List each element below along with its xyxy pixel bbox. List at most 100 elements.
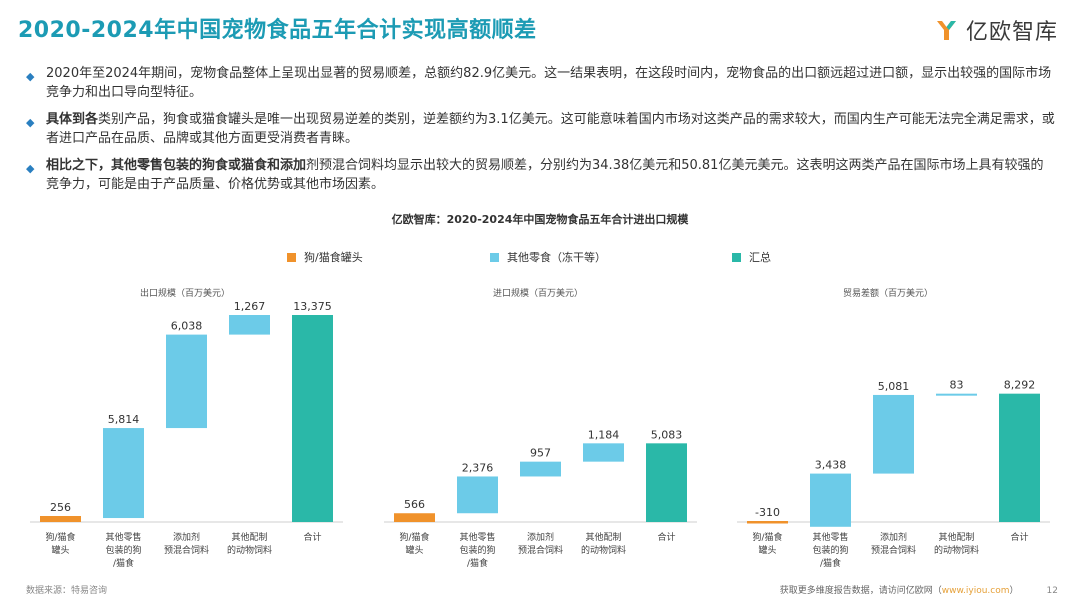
chart-subtitle: 进口规模（百万美元） (493, 287, 583, 299)
category-label-line: 其他配制 (585, 531, 621, 543)
category-label: 合计 (1010, 531, 1028, 543)
category-label: 合计 (303, 531, 321, 543)
legend-swatch (732, 252, 741, 262)
footer-note: 获取更多维度报告数据，请访问亿欧网（www.iyiou.com） 12 (780, 583, 1058, 596)
data-label: 6,038 (171, 320, 203, 333)
diamond-icon: ◆ (26, 116, 35, 129)
category-label-line: 添加剂 (173, 531, 200, 543)
category-label: 其他零售包装的狗/猫食 (105, 531, 141, 569)
category-label-line: 其他零售 (812, 531, 848, 543)
category-label-line: 罐头 (758, 544, 776, 556)
bullet-text: 剂预混合饲料均显示出较大的贸易顺差，分别约为34.38亿美元和50.81亿美元美… (46, 158, 1044, 192)
data-label: 83 (950, 379, 964, 392)
logo-mark-icon (936, 21, 956, 40)
legend-item-total: 汇总 (732, 249, 771, 265)
category-label: 狗/猫食罐头 (45, 531, 75, 556)
footer-link[interactable]: www.iyiou.com (941, 586, 1010, 596)
waterfall-bar (229, 315, 270, 335)
category-label-line: 预混合饲料 (518, 544, 563, 556)
chart-legend: 狗/猫食罐头 其他零食（冻干等） 汇总 (0, 249, 1080, 265)
data-label: 5,083 (651, 428, 683, 441)
category-label-line: /猫食 (820, 557, 841, 569)
category-label-line: 的动物饲料 (581, 544, 626, 556)
category-label-line: 其他零售 (459, 531, 495, 543)
diamond-icon: ◆ (26, 70, 35, 83)
waterfall-bar (457, 476, 498, 514)
category-label: 添加剂预混合饲料 (164, 531, 209, 556)
category-label-line: /猫食 (113, 557, 134, 569)
waterfall-bar (747, 521, 788, 524)
category-label-line: 预混合饲料 (164, 544, 209, 556)
category-label-line: 合计 (657, 531, 675, 543)
waterfall-bar (292, 315, 333, 522)
waterfall-bar (103, 428, 144, 519)
category-label-line: 合计 (303, 531, 321, 543)
category-label-line: 罐头 (405, 544, 423, 556)
bullet-list: ◆ 2020年至2024年期间，宠物食品整体上呈现出显著的贸易顺差，总额约82.… (26, 64, 1056, 202)
legend-label: 汇总 (749, 251, 771, 264)
waterfall-bar (810, 473, 851, 527)
category-label: 添加剂预混合饲料 (871, 531, 916, 556)
category-label: 狗/猫食罐头 (752, 531, 782, 556)
diamond-icon: ◆ (26, 162, 35, 175)
category-label-line: /猫食 (467, 557, 488, 569)
data-label: 1,267 (234, 300, 266, 313)
category-label-line: 狗/猫食 (752, 531, 782, 543)
legend-label: 其他零食（冻干等） (507, 251, 606, 264)
data-label: 256 (50, 501, 71, 514)
legend-swatch (287, 252, 296, 262)
bullet-item: ◆ 相比之下，其他零售包装的狗食或猫食和添加剂预混合饲料均显示出较大的贸易顺差，… (26, 156, 1056, 194)
category-label-line: 罐头 (51, 544, 69, 556)
data-label: 566 (404, 498, 425, 511)
waterfall-bar (646, 443, 687, 522)
category-label-line: 预混合饲料 (871, 544, 916, 556)
category-label-line: 其他零售 (105, 531, 141, 543)
data-label: -310 (755, 506, 780, 519)
category-label-line: 狗/猫食 (399, 531, 429, 543)
legend-item-canned: 狗/猫食罐头 (287, 249, 363, 265)
category-label-line: 包装的狗 (459, 544, 495, 556)
bullet-lead: 相比之下，其他零售包装的狗食或猫食和添加 (46, 158, 307, 173)
category-label: 其他配制的动物饲料 (934, 531, 979, 556)
bullet-text: 2020年至2024年期间，宠物食品整体上呈现出显著的贸易顺差，总额约82.9亿… (46, 66, 1052, 100)
category-label: 其他零售包装的狗/猫食 (812, 531, 848, 569)
chart-subtitle: 贸易差额（百万美元） (843, 287, 933, 299)
category-label-line: 添加剂 (527, 531, 554, 543)
data-label: 8,292 (1004, 379, 1036, 392)
footer-more: 获取更多维度报告数据，请访问亿欧网（ (779, 586, 942, 596)
category-label-line: 的动物饲料 (934, 544, 979, 556)
category-label-line: 包装的狗 (105, 544, 141, 556)
legend-label: 狗/猫食罐头 (304, 251, 363, 264)
category-label: 合计 (657, 531, 675, 543)
waterfall-bar (40, 516, 81, 522)
bullet-item: ◆ 具体到各类别产品，狗食或猫食罐头是唯一出现贸易逆差的类别，逆差额约为3.1亿… (26, 110, 1056, 148)
category-label-line: 合计 (1010, 531, 1028, 543)
category-label-line: 狗/猫食 (45, 531, 75, 543)
waterfall-bar (873, 394, 914, 474)
waterfall-bar (936, 393, 977, 396)
footer-close: ） (1009, 586, 1019, 596)
waterfall-bar (394, 513, 435, 522)
bullet-lead: 具体到各 (46, 112, 99, 127)
waterfall-bar (583, 443, 624, 462)
category-label: 狗/猫食罐头 (399, 531, 429, 556)
category-label: 添加剂预混合饲料 (518, 531, 563, 556)
data-label: 13,375 (293, 300, 332, 313)
chart-title: 亿欧智库：2020-2024年中国宠物食品五年合计进出口规模 (391, 213, 689, 226)
legend-item-snacks: 其他零食（冻干等） (490, 249, 606, 265)
bullet-text: 类别产品，狗食或猫食罐头是唯一出现贸易逆差的类别，逆差额约为3.1亿美元。这可能… (46, 112, 1055, 146)
waterfall-bar (166, 334, 207, 429)
category-label-line: 的动物饲料 (227, 544, 272, 556)
category-label: 其他零售包装的狗/猫食 (459, 531, 495, 569)
data-label: 1,184 (588, 428, 620, 441)
category-label: 其他配制的动物饲料 (227, 531, 272, 556)
data-label: 5,081 (878, 380, 910, 393)
logo-text: 亿欧智库 (965, 20, 1058, 45)
category-label-line: 添加剂 (880, 531, 907, 543)
data-label: 3,438 (815, 459, 847, 472)
chart-subtitle: 出口规模（百万美元） (140, 287, 230, 299)
bullet-item: ◆ 2020年至2024年期间，宠物食品整体上呈现出显著的贸易顺差，总额约82.… (26, 64, 1056, 102)
waterfall-bar (999, 393, 1040, 522)
legend-swatch (490, 252, 499, 262)
